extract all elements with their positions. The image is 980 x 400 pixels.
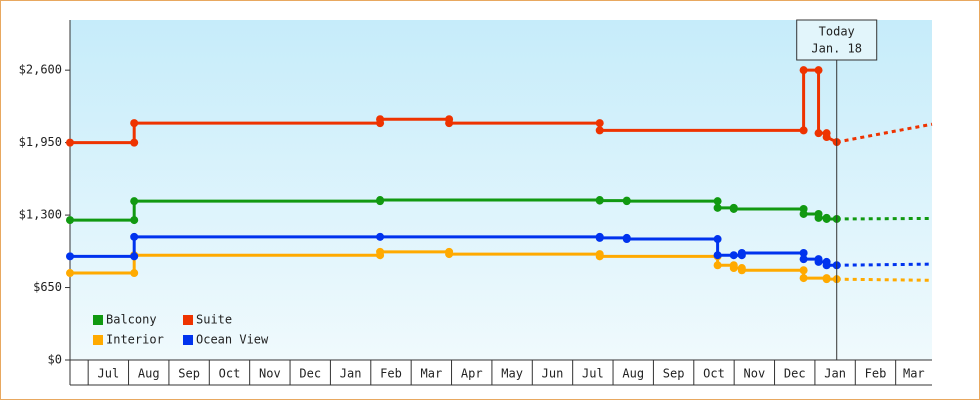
point (595, 119, 604, 128)
legend-label: Balcony (106, 313, 157, 327)
today-label: Today (819, 25, 855, 39)
point (713, 261, 722, 270)
y-tick-label: $650 (33, 280, 62, 294)
point (445, 250, 454, 259)
x-tick-label: Sep (178, 367, 200, 381)
point (713, 197, 722, 206)
point (376, 115, 385, 124)
point (729, 204, 738, 213)
point (66, 216, 74, 225)
legend-label: Ocean View (196, 333, 269, 347)
point (814, 66, 823, 75)
point (822, 275, 831, 284)
x-tick-label: Dec (299, 367, 321, 381)
x-tick-label: Aug (138, 367, 160, 381)
point (737, 248, 746, 257)
legend-swatch (93, 315, 103, 325)
x-tick-label: Sep (663, 367, 685, 381)
point (376, 196, 385, 205)
point (799, 255, 808, 264)
point (130, 269, 139, 278)
legend-label: Interior (106, 333, 164, 347)
x-tick-label: Mar (421, 367, 443, 381)
y-tick-label: $2,600 (19, 63, 62, 77)
x-tick-label: Jul (582, 367, 604, 381)
point (814, 129, 823, 138)
point (445, 119, 454, 128)
point (713, 235, 722, 244)
today-label: Jan. 18 (811, 42, 862, 56)
x-tick-label: Oct (219, 367, 241, 381)
x-tick-label: Oct (703, 367, 725, 381)
x-tick-label: Dec (784, 367, 806, 381)
point (376, 232, 385, 241)
point (66, 138, 74, 147)
point (130, 197, 139, 206)
point (713, 251, 722, 260)
point (799, 248, 808, 257)
point (822, 133, 831, 142)
point (595, 126, 604, 135)
x-tick-label: Jan (824, 367, 846, 381)
x-tick-label: Jan (340, 367, 362, 381)
point (822, 261, 831, 270)
legend-swatch (93, 335, 103, 345)
point (66, 252, 74, 261)
x-tick-label: Mar (903, 367, 925, 381)
point (130, 252, 139, 261)
point (729, 251, 738, 260)
x-tick-label: Apr (461, 367, 483, 381)
point (737, 266, 746, 275)
point (729, 264, 738, 273)
point (713, 203, 722, 212)
x-tick-label: Jun (542, 367, 564, 381)
point (822, 214, 831, 223)
today-box (796, 19, 878, 61)
plot-area (70, 20, 932, 360)
x-tick-label: Nov (744, 367, 766, 381)
legend-label: Suite (196, 313, 232, 327)
forecast-line (836, 122, 933, 144)
point (799, 209, 808, 218)
y-tick-label: $1,950 (19, 135, 62, 149)
point (130, 232, 139, 241)
x-tick-label: May (501, 367, 523, 381)
legend-swatch (183, 335, 193, 345)
x-tick-label: Feb (380, 367, 402, 381)
point (622, 235, 631, 244)
x-tick-label: Aug (622, 367, 644, 381)
x-tick-label: Jul (98, 367, 120, 381)
y-tick-label: $0 (48, 353, 62, 367)
point (595, 196, 604, 205)
point (595, 252, 604, 261)
y-tick-label: $1,300 (19, 208, 62, 222)
point (130, 119, 139, 128)
point (814, 213, 823, 222)
point (799, 266, 808, 275)
x-tick-label: Nov (259, 367, 281, 381)
point (814, 257, 823, 266)
point (66, 269, 74, 278)
point (799, 126, 808, 135)
x-tick-label: Feb (865, 367, 887, 381)
point (595, 233, 604, 242)
legend-swatch (183, 315, 193, 325)
point (799, 66, 808, 75)
point (622, 197, 631, 206)
point (130, 138, 139, 147)
point (799, 274, 808, 283)
point (376, 247, 385, 256)
point (130, 216, 139, 225)
